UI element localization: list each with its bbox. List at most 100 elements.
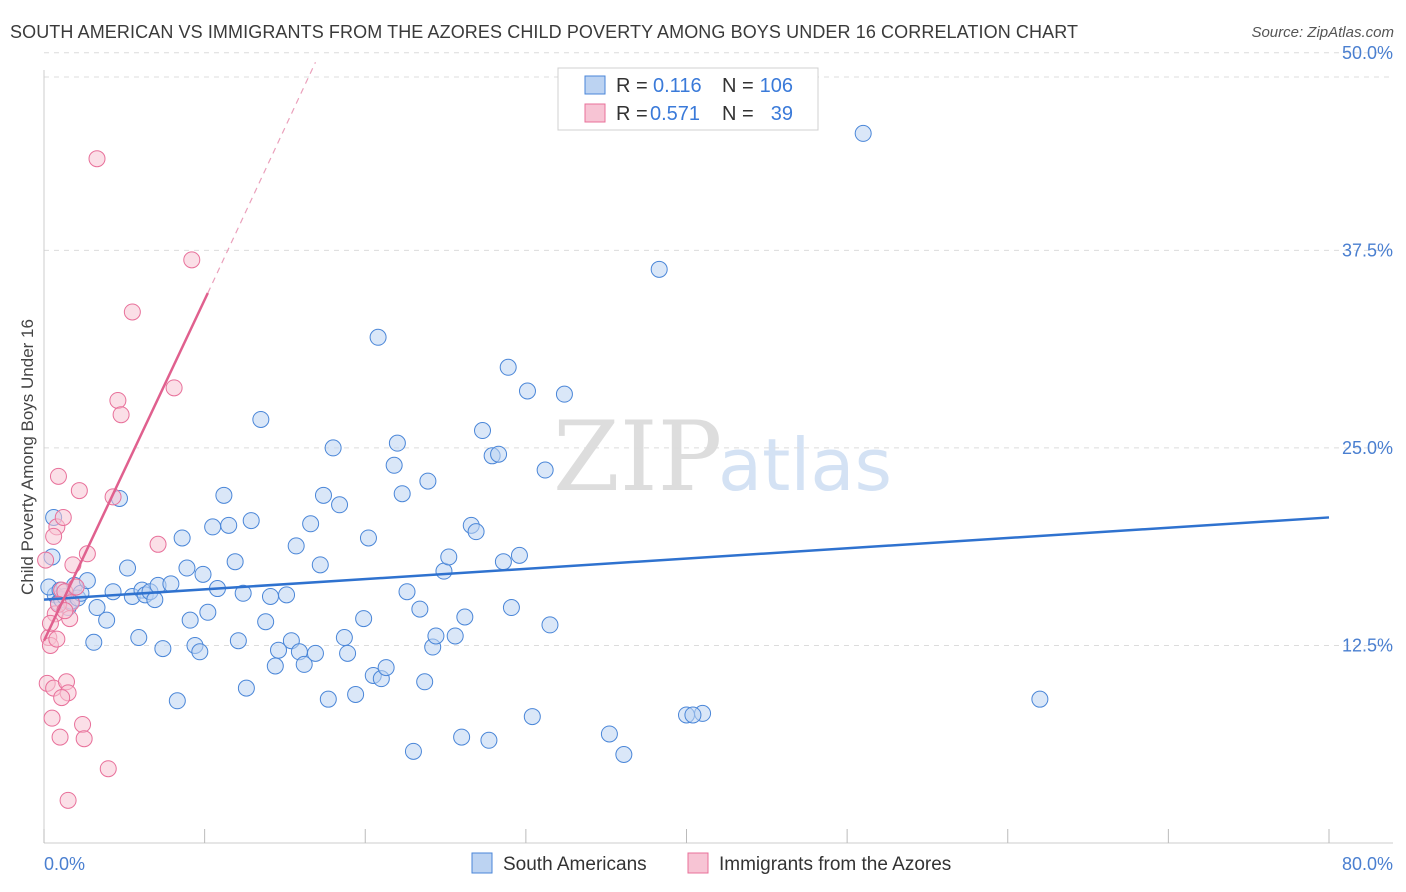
data-point-south-american	[104, 583, 122, 601]
trendline-azores-extension	[207, 62, 317, 294]
data-point-azores	[43, 709, 61, 727]
y-tick-label: 25.0%	[1342, 438, 1393, 458]
data-point-south-american	[435, 562, 453, 580]
data-point-south-american	[119, 559, 137, 577]
data-point-azores	[75, 730, 93, 748]
data-point-south-american	[355, 610, 373, 628]
data-point-south-american	[319, 690, 337, 708]
data-point-south-american	[494, 553, 512, 571]
legend-r-value-1: 0.116	[653, 75, 702, 97]
data-point-azores	[165, 379, 183, 397]
data-point-south-american	[278, 586, 296, 604]
data-point-azores	[51, 728, 69, 746]
data-point-azores	[109, 391, 127, 409]
series-south-americans	[40, 124, 1049, 763]
legend-n-value-2: 39	[771, 103, 793, 125]
data-point-south-american	[242, 512, 260, 530]
legend-r-label-2: R =	[616, 103, 648, 125]
data-point-south-american	[88, 599, 106, 617]
data-point-south-american	[359, 529, 377, 547]
data-point-south-american	[523, 708, 541, 726]
legend-n-label-1: N =	[722, 75, 754, 97]
data-point-south-american	[398, 583, 416, 601]
data-point-south-american	[173, 529, 191, 547]
data-point-azores	[54, 508, 72, 526]
data-point-south-american	[499, 358, 517, 376]
data-point-south-american	[339, 644, 357, 662]
data-point-south-american	[220, 516, 238, 534]
data-point-azores	[70, 482, 88, 500]
data-point-south-american	[369, 328, 387, 346]
data-point-south-american	[555, 385, 573, 403]
data-point-south-american	[480, 731, 498, 749]
trendline-south-americans	[43, 516, 1330, 601]
data-point-azores	[37, 551, 55, 569]
y-axis-label: Child Poverty Among Boys Under 16	[18, 319, 37, 595]
stats-legend: R = 0.116 N = 106 R = 0.571 N = 39	[557, 67, 819, 131]
data-point-south-american	[474, 422, 492, 440]
series-legend: South Americans Immigrants from the Azor…	[471, 852, 951, 875]
data-point-south-american	[684, 706, 702, 724]
x-tick-label-max: 80.0%	[1342, 854, 1393, 874]
data-point-south-american	[385, 456, 403, 474]
data-point-south-american	[411, 600, 429, 618]
data-point-south-american	[427, 627, 445, 645]
data-point-south-american	[204, 518, 222, 536]
data-point-south-american	[446, 627, 464, 645]
bottom-legend-label-azores: Immigrants from the Azores	[719, 854, 951, 875]
data-point-south-american	[85, 633, 103, 651]
data-point-south-american	[347, 685, 365, 703]
trendline-azores	[42, 292, 209, 642]
y-tick-label: 37.5%	[1342, 240, 1393, 260]
data-point-south-american	[453, 728, 471, 746]
watermark-zip: ZIP	[553, 401, 722, 513]
data-point-azores	[123, 303, 141, 321]
chart-title: SOUTH AMERICAN VS IMMIGRANTS FROM THE AZ…	[10, 22, 1079, 42]
data-point-south-american	[393, 485, 411, 503]
data-point-south-american	[302, 515, 320, 533]
data-point-azores	[49, 467, 67, 485]
data-point-south-american	[314, 486, 332, 504]
legend-swatch-pink	[584, 103, 606, 123]
data-point-azores	[112, 406, 130, 424]
data-point-south-american	[404, 742, 422, 760]
data-point-south-american	[456, 608, 474, 626]
data-point-south-american	[162, 575, 180, 593]
data-point-south-american	[168, 692, 186, 710]
data-point-south-american	[502, 599, 520, 617]
legend-r-value-2: 0.571	[650, 103, 700, 125]
data-point-south-american	[510, 546, 528, 564]
data-point-azores	[183, 251, 201, 269]
data-point-azores	[59, 791, 77, 809]
x-tick-label-min: 0.0%	[44, 854, 85, 874]
data-point-south-american	[191, 643, 209, 661]
x-axis-ticks	[43, 829, 1330, 843]
data-point-south-american	[388, 434, 406, 452]
data-point-south-american	[377, 659, 395, 677]
data-point-south-american	[234, 584, 252, 602]
y-tick-label: 12.5%	[1342, 635, 1393, 655]
data-point-south-american	[295, 655, 313, 673]
watermark-atlas: atlas	[718, 423, 892, 507]
data-point-south-american	[335, 629, 353, 647]
data-point-azores	[99, 760, 117, 778]
data-point-south-american	[536, 461, 554, 479]
source-credit: Source: ZipAtlas.com	[1251, 24, 1394, 41]
data-point-south-american	[257, 613, 275, 631]
data-point-south-american	[541, 616, 559, 634]
data-point-azores	[149, 535, 167, 553]
data-point-south-american	[854, 124, 872, 142]
data-point-south-american	[311, 556, 329, 574]
data-point-south-american	[229, 632, 247, 650]
trendlines	[42, 62, 1330, 642]
data-point-south-american	[490, 445, 508, 463]
data-point-south-american	[178, 559, 196, 577]
legend-n-value-1: 106	[760, 75, 793, 97]
data-point-south-american	[261, 587, 279, 605]
data-point-south-american	[266, 657, 284, 675]
data-point-south-american	[252, 410, 270, 428]
data-point-south-american	[440, 548, 458, 566]
data-point-south-american	[331, 496, 349, 514]
data-point-south-american	[306, 644, 324, 662]
